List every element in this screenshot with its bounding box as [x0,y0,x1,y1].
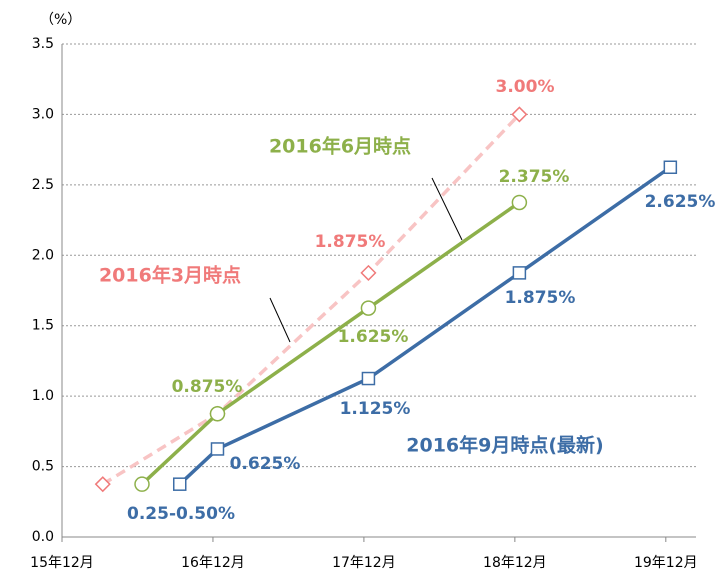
series-name: 2016年6月時点 [269,135,411,158]
leader-line [431,177,463,241]
point [209,406,226,422]
point [361,371,376,386]
y-tick-label: 2.5 [32,177,54,193]
x-tick-label: 19年12月 [634,555,698,571]
data-label: 0.25-0.50% [127,504,235,524]
series-line [101,113,521,486]
x-tick-label: 18年12月 [483,555,547,571]
series-name: 2016年3月時点 [99,264,241,287]
data-label: 2.625% [645,192,716,212]
data-label: 1.625% [338,327,409,347]
data-label: 1.125% [340,399,411,419]
y-tick-label: 1.0 [32,388,54,404]
data-label: 3.00% [496,77,555,97]
y-tick-label: 0.0 [32,529,54,545]
y-tick-label: 0.5 [32,459,54,475]
point [360,300,377,316]
y-tick-label: 3.5 [32,36,54,52]
y-axis-label: （%） [40,12,81,28]
y-tick-label: 3.0 [32,106,54,122]
x-tick-label: 15年12月 [30,555,94,571]
series-name: 2016年9月時点(最新) [406,434,603,457]
series-line [140,201,521,486]
x-tick-label: 16年12月 [181,555,245,571]
data-label: 2.375% [499,167,570,187]
point [511,194,528,211]
data-label: 1.875% [315,232,386,252]
point [511,106,528,123]
point [94,476,111,493]
data-label: 1.875% [505,288,576,308]
point [663,160,678,174]
point [134,476,150,492]
point [210,442,225,456]
x-tick-label: 17年12月 [332,555,396,571]
leader-line [269,297,291,343]
point [360,264,377,281]
data-label: 0.625% [230,454,301,474]
point [512,266,527,280]
point [172,477,187,491]
data-label: 0.875% [172,377,243,397]
y-tick-label: 2.0 [32,247,54,263]
y-tick-label: 1.5 [32,318,54,334]
